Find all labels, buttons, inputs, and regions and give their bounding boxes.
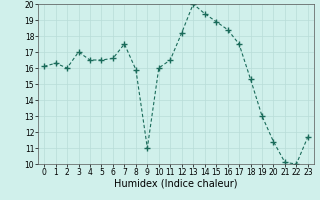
- X-axis label: Humidex (Indice chaleur): Humidex (Indice chaleur): [114, 179, 238, 189]
